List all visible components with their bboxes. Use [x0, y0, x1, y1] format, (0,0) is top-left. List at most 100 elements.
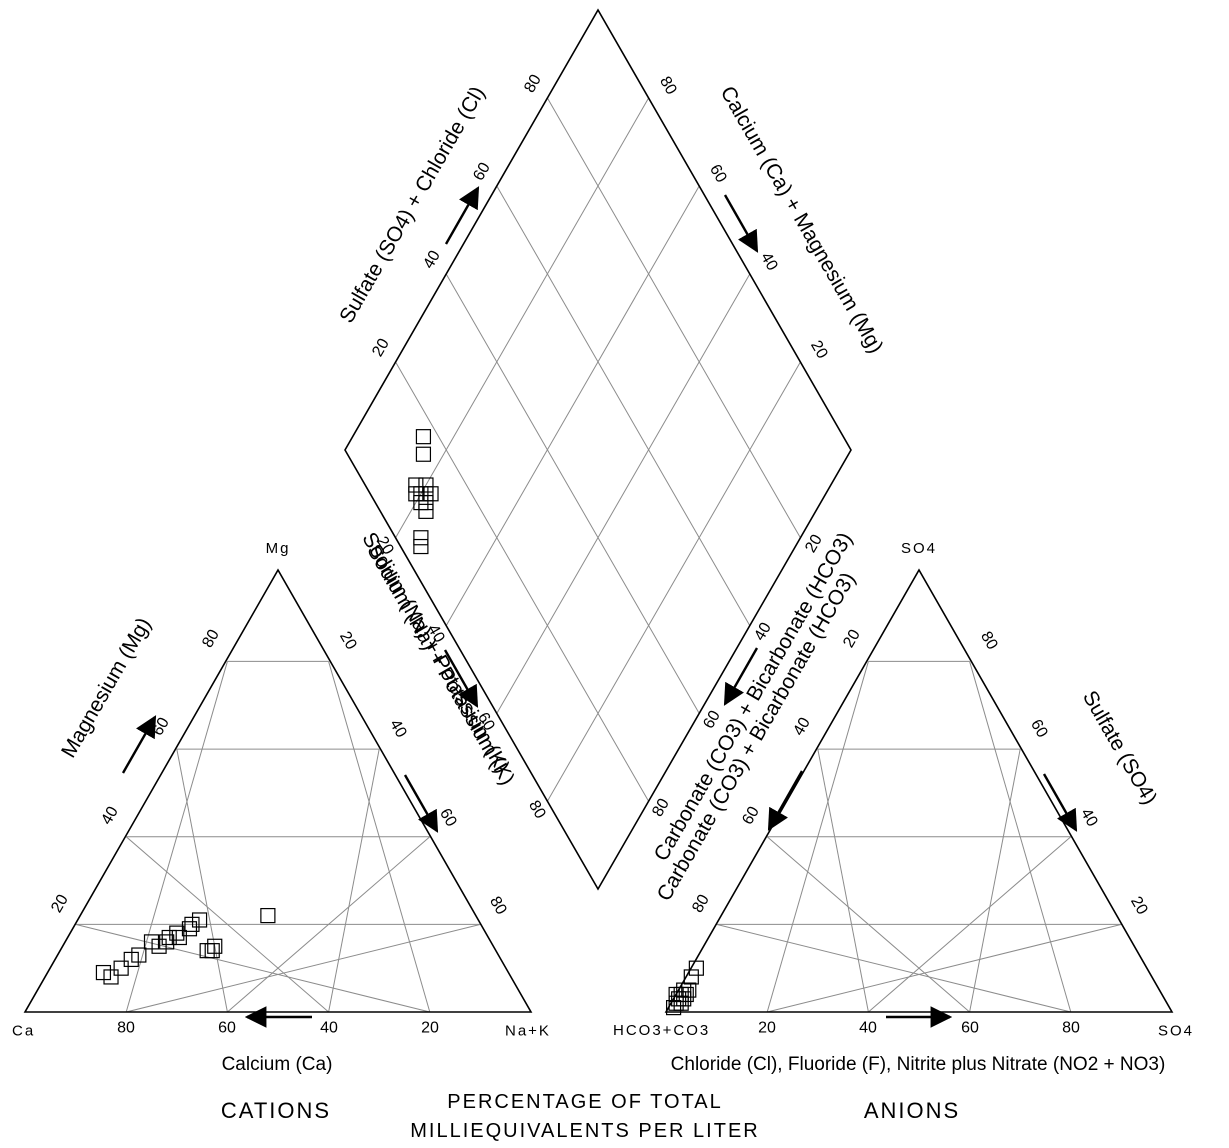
anion-grid-diagonal-b	[868, 836, 1072, 1013]
cation-right-ticks: 20 40 60 80	[336, 629, 510, 918]
diamond-lower-left-tick: 60	[474, 710, 498, 734]
diamond-frame	[344, 8, 852, 891]
anion-bottom-tick: 80	[1062, 1019, 1080, 1036]
cation-right-tick: 80	[486, 894, 510, 918]
diamond-upper-left-ticks: 20 40 60 80	[369, 72, 545, 360]
cation-bottom-title: Calcium (Ca)	[222, 1054, 333, 1075]
anion-grid-diagonal-b	[767, 923, 1122, 1013]
diamond-camg-arrow	[723, 194, 759, 253]
cation-bottom-tick: 80	[117, 1019, 135, 1036]
diamond-sample-point	[418, 486, 434, 502]
diamond-upper-left-tick: 80	[521, 72, 545, 96]
anion-left-tick: 60	[739, 804, 763, 828]
cation-right-tick: 60	[436, 806, 460, 830]
diamond-lower-right-ticks: 20 40 60 80	[649, 532, 826, 820]
diamond-upper-left-tick: 20	[369, 336, 393, 360]
anion-bottom-title: Chloride (Cl), Fluoride (F), Nitrite plu…	[671, 1054, 1166, 1075]
anion-right-tick: 40	[1077, 806, 1101, 830]
cation-bottom-tick: 60	[218, 1019, 236, 1036]
cation-sample-point	[123, 951, 139, 968]
cation-sample-point	[181, 921, 198, 937]
cation-grid-diagonal-a	[125, 836, 329, 1013]
center-label-line1: PERCENTAGE OF TOTAL	[447, 1091, 722, 1113]
anion-corner-hco3: HCO3+CO3	[613, 1022, 710, 1039]
diamond-grid-line	[395, 361, 650, 802]
diamond-lower-left-tick: 40	[424, 622, 448, 646]
cation-left-tick: 20	[48, 892, 72, 916]
diamond-lower-right-tick: 60	[700, 708, 724, 732]
diamond-upper-left-title: Sulfate (SO4) + Chloride (Cl)	[335, 83, 489, 327]
diamond-sample-point	[413, 494, 429, 511]
anion-corner-so4-right: SO4	[1158, 1022, 1194, 1039]
cation-sample-point	[191, 912, 208, 928]
diamond-sample-point	[408, 486, 424, 502]
anion-grid-diagonal-a	[817, 748, 869, 1013]
anion-left-tick: 20	[840, 627, 864, 651]
cation-grid-diagonal-a	[176, 748, 228, 1013]
diamond-sample-point	[415, 446, 432, 462]
anion-corner-hco3-text: HCO3+CO3	[613, 1022, 710, 1039]
diamond-grid-line	[445, 273, 700, 714]
cation-right-tick: 20	[336, 629, 360, 653]
anion-grid-diagonal-b	[969, 661, 1072, 1013]
diamond-socl-arrow	[444, 186, 480, 245]
diamond-lower-right-tick: 40	[751, 620, 775, 644]
anion-co3-arrow	[767, 770, 804, 831]
anion-sample-point	[668, 986, 684, 1003]
cation-right-tick: 40	[386, 717, 410, 741]
anion-grid-diagonal-b	[969, 748, 1021, 1013]
diamond-lower-right-tick: 20	[802, 532, 826, 556]
diamond-sample-point	[423, 486, 439, 502]
diamond-grid	[395, 97, 801, 802]
diamond-lower-left-ticks: 20 40 60 80	[373, 534, 549, 822]
diamond-sample-point	[418, 477, 434, 493]
anion-corner-so4-top: SO4	[901, 540, 937, 557]
cation-grid-diagonal-b	[227, 836, 431, 1013]
center-label-line2: MILLIEQUIVALENTS PER LITER	[410, 1120, 760, 1142]
cation-sample-point	[171, 929, 187, 946]
cation-corner-mg: Mg	[266, 540, 291, 557]
diamond-sample-point	[408, 477, 424, 493]
cation-grid-diagonal-b	[126, 923, 481, 1013]
anion-left-tick: 80	[689, 892, 713, 916]
diamond-grid-line	[496, 185, 751, 626]
cation-corner-ca: Ca	[12, 1022, 35, 1039]
anion-so4-arrow	[1042, 773, 1078, 832]
anion-right-tick: 20	[1127, 894, 1151, 918]
diamond-sample-point	[418, 503, 434, 519]
anion-right-ticks: 80 60 40 20	[977, 629, 1151, 918]
anion-right-tick: 80	[977, 629, 1001, 653]
diamond-upper-left-tick: 40	[420, 248, 444, 272]
anion-left-ticks: 80 60 40 20	[689, 627, 864, 916]
cation-left-tick: 40	[98, 804, 122, 828]
cation-grid-diagonal-b	[328, 661, 431, 1013]
cation-sample-point	[113, 960, 129, 976]
cation-corner-nak: Na+K	[505, 1022, 551, 1039]
diamond-grid-line	[395, 97, 650, 539]
anion-bottom-ticks: 20 40 60 80	[758, 1019, 1080, 1036]
anion-sample-point	[665, 1000, 682, 1016]
cation-sample-point	[260, 907, 276, 924]
anion-sample-point	[688, 960, 704, 976]
cation-triangle-frame	[23, 568, 533, 1013]
anions-label: ANIONS	[864, 1098, 960, 1123]
diamond-sample-point	[413, 538, 429, 555]
diamond-upper-right-title: Calcium (Ca) + Magnesium (Mg)	[716, 82, 888, 357]
anion-triangle-grid	[716, 660, 1122, 1013]
anion-grid-diagonal-a	[766, 836, 970, 1013]
anion-right-title: Sulfate (SO4)	[1078, 687, 1162, 809]
diamond-grid-line	[445, 185, 700, 626]
cation-triangle-grid	[75, 660, 481, 1013]
diamond-nak-arrow	[443, 649, 479, 708]
cation-mg-arrow	[121, 715, 157, 774]
diamond-sample-point	[415, 429, 432, 445]
cation-left-tick: 60	[149, 715, 173, 739]
diamond-upper-right-tick: 40	[757, 250, 781, 274]
diamond-upper-right-tick: 60	[706, 162, 730, 186]
anion-sample-point	[681, 982, 697, 998]
cation-bottom-tick: 20	[421, 1019, 439, 1036]
cation-bottom-ticks: 80 60 40 20	[117, 1019, 439, 1036]
anion-bottom-tick: 20	[758, 1019, 776, 1036]
cation-grid-diagonal-a	[75, 923, 430, 1013]
